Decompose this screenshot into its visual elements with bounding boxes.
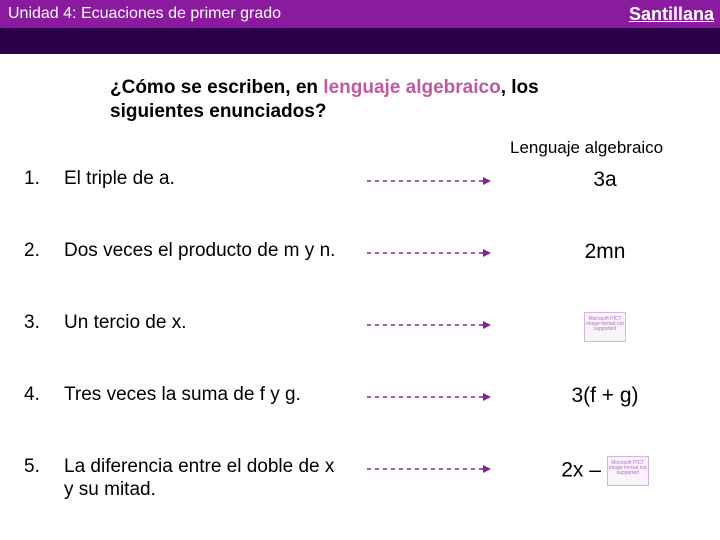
exercise-row: 3.Un tercio de x. Microsoft PICT image f… bbox=[24, 308, 696, 380]
row-number: 1. bbox=[24, 164, 64, 190]
row-answer: 3a bbox=[514, 164, 696, 192]
row-arrow bbox=[344, 164, 514, 188]
row-arrow bbox=[344, 236, 514, 260]
row-description: La diferencia entre el doble de x y su m… bbox=[64, 452, 344, 502]
question-text: ¿Cómo se escriben, en lenguaje algebraic… bbox=[110, 76, 630, 124]
row-arrow bbox=[344, 380, 514, 404]
row-number: 2. bbox=[24, 236, 64, 262]
dashed-arrow-icon bbox=[365, 246, 493, 260]
dashed-arrow-icon bbox=[365, 174, 493, 188]
header-brand: Santillana bbox=[629, 4, 714, 25]
row-answer: 2x – Microsoft PICT image format not sup… bbox=[514, 452, 696, 486]
row-description: Dos veces el producto de m y n. bbox=[64, 236, 344, 263]
exercise-row: 4.Tres veces la suma de f y g. 3(f + g) bbox=[24, 380, 696, 452]
missing-image-placeholder: Microsoft PICT image format not supporte… bbox=[584, 312, 626, 342]
column-header: Lenguaje algebraico bbox=[510, 138, 663, 158]
header-subband bbox=[0, 28, 720, 54]
slide: Unidad 4: Ecuaciones de primer grado San… bbox=[0, 0, 720, 540]
exercise-row: 1.El triple de a. 3a bbox=[24, 164, 696, 236]
header-bar: Unidad 4: Ecuaciones de primer grado San… bbox=[0, 0, 720, 28]
row-description: El triple de a. bbox=[64, 164, 344, 191]
row-answer: Microsoft PICT image format not supporte… bbox=[514, 308, 696, 342]
row-arrow bbox=[344, 452, 514, 476]
dashed-arrow-icon bbox=[365, 318, 493, 332]
row-number: 3. bbox=[24, 308, 64, 334]
dashed-arrow-icon bbox=[365, 462, 493, 476]
row-arrow bbox=[344, 308, 514, 332]
missing-image-placeholder: Microsoft PICT image format not supporte… bbox=[607, 456, 649, 486]
exercise-row: 2.Dos veces el producto de m y n. 2mn bbox=[24, 236, 696, 308]
row-answer: 3(f + g) bbox=[514, 380, 696, 408]
question-accent: lenguaje algebraico bbox=[323, 77, 500, 98]
header-title: Unidad 4: Ecuaciones de primer grado bbox=[8, 5, 281, 23]
row-number: 5. bbox=[24, 452, 64, 478]
question-pre: ¿Cómo se escriben, en bbox=[110, 77, 323, 98]
exercise-row: 5.La diferencia entre el doble de x y su… bbox=[24, 452, 696, 524]
row-description: Tres veces la suma de f y g. bbox=[64, 380, 344, 407]
dashed-arrow-icon bbox=[365, 390, 493, 404]
rows-container: 1.El triple de a. 3a2.Dos veces el produ… bbox=[24, 164, 696, 524]
row-answer: 2mn bbox=[514, 236, 696, 264]
row-number: 4. bbox=[24, 380, 64, 406]
row-description: Un tercio de x. bbox=[64, 308, 344, 335]
